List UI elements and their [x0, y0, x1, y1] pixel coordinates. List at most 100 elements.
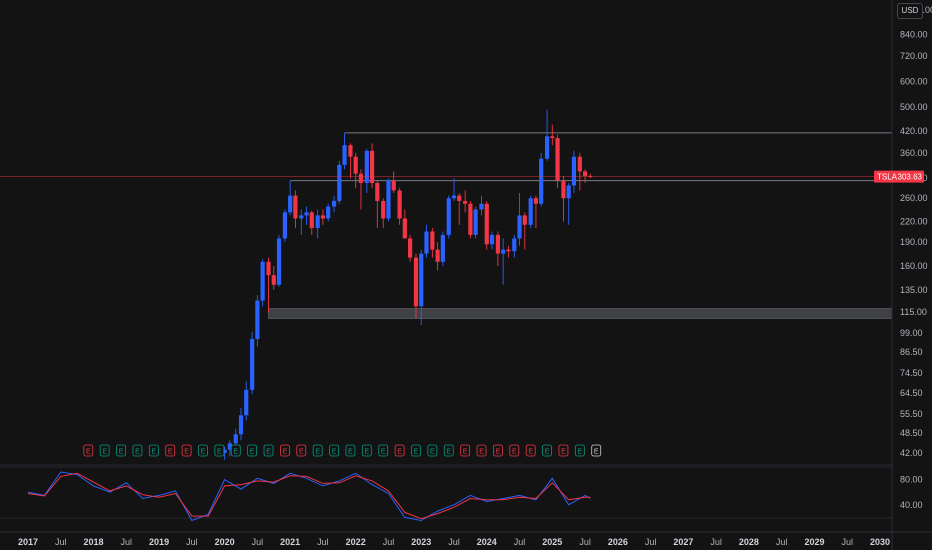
earnings-marker[interactable]: E: [116, 444, 126, 457]
earnings-marker[interactable]: E: [280, 444, 290, 457]
candle[interactable]: [299, 209, 304, 235]
earnings-marker[interactable]: E: [558, 444, 569, 457]
earnings-marker[interactable]: E: [329, 444, 339, 457]
earnings-marker[interactable]: E: [99, 444, 110, 457]
earnings-marker[interactable]: E: [361, 444, 372, 457]
candle[interactable]: [457, 192, 462, 225]
candle[interactable]: [227, 440, 232, 457]
candle[interactable]: [517, 192, 522, 246]
candle[interactable]: [539, 152, 544, 207]
candle[interactable]: [358, 169, 364, 210]
candle[interactable]: [555, 134, 560, 188]
candle[interactable]: [489, 231, 495, 250]
candle[interactable]: [276, 234, 282, 287]
candle[interactable]: [331, 195, 337, 213]
earnings-marker[interactable]: E: [83, 444, 94, 457]
earnings-marker[interactable]: E: [198, 444, 208, 457]
candle[interactable]: [320, 209, 326, 225]
earnings-marker[interactable]: E: [411, 444, 421, 457]
earnings-marker[interactable]: E: [591, 444, 602, 457]
candle[interactable]: [222, 446, 227, 460]
candle[interactable]: [473, 206, 478, 239]
earnings-marker[interactable]: E: [312, 444, 323, 457]
candle[interactable]: [533, 195, 539, 229]
candle[interactable]: [315, 209, 320, 239]
candle[interactable]: [544, 109, 550, 161]
candle[interactable]: [244, 381, 249, 421]
earnings-marker[interactable]: E: [525, 444, 536, 457]
earnings-marker[interactable]: E: [493, 444, 503, 457]
candle[interactable]: [446, 195, 451, 239]
last-price-label[interactable]: TSLA 303.63: [874, 170, 924, 183]
candle[interactable]: [528, 195, 533, 229]
candle[interactable]: [293, 190, 298, 229]
candle[interactable]: [577, 152, 582, 191]
candle[interactable]: [468, 200, 473, 239]
candle[interactable]: [255, 295, 260, 347]
candle[interactable]: [353, 152, 358, 188]
currency-button[interactable]: USD: [897, 3, 923, 19]
stoch-axis[interactable]: 80.00 40.00: [900, 475, 923, 510]
candle[interactable]: [348, 143, 353, 179]
earnings-marker[interactable]: E: [296, 444, 307, 457]
candle[interactable]: [397, 187, 402, 225]
candle[interactable]: [501, 238, 506, 285]
earnings-marker[interactable]: E: [132, 444, 143, 457]
candle[interactable]: [402, 209, 407, 239]
candle[interactable]: [424, 224, 429, 258]
earnings-marker[interactable]: E: [181, 444, 192, 457]
support-zone[interactable]: [268, 308, 893, 319]
earnings-marker[interactable]: E: [509, 444, 520, 457]
earnings-marker[interactable]: E: [476, 444, 487, 457]
candle[interactable]: [407, 234, 413, 262]
earnings-marker[interactable]: E: [542, 444, 552, 457]
time-axis[interactable]: 2017 Jul 2018 Jul 2019 Jul 2020 Jul 2021 Jul 2022 J…: [18, 537, 890, 547]
candle[interactable]: [288, 180, 293, 216]
candle[interactable]: [451, 178, 457, 201]
candle[interactable]: [238, 407, 244, 441]
candle[interactable]: [342, 132, 347, 170]
candle[interactable]: [419, 249, 424, 325]
candle[interactable]: [522, 212, 527, 250]
candle[interactable]: [260, 259, 265, 307]
candle[interactable]: [495, 231, 501, 267]
candle[interactable]: [282, 209, 288, 243]
candle[interactable]: [484, 200, 489, 250]
candle[interactable]: [582, 169, 588, 183]
candle[interactable]: [266, 257, 271, 313]
candle[interactable]: [391, 171, 396, 193]
candle[interactable]: [440, 231, 445, 267]
price-axis[interactable]: 1,000.00840.00720.00600.00500.00420.0036…: [900, 5, 932, 458]
candle[interactable]: [506, 245, 511, 258]
candle[interactable]: [386, 178, 391, 222]
candle[interactable]: [430, 228, 435, 258]
earnings-marker[interactable]: E: [460, 444, 471, 457]
earnings-marker[interactable]: E: [263, 444, 274, 457]
candle[interactable]: [463, 190, 468, 213]
candle[interactable]: [571, 150, 577, 193]
candle[interactable]: [550, 124, 555, 146]
candle[interactable]: [304, 206, 309, 225]
candle[interactable]: [326, 203, 331, 222]
candle[interactable]: [337, 160, 342, 204]
earnings-marker[interactable]: E: [214, 444, 225, 457]
earnings-marker[interactable]: E: [427, 444, 438, 457]
candle[interactable]: [375, 180, 380, 229]
earnings-marker[interactable]: E: [394, 444, 405, 457]
earnings-marker[interactable]: E: [443, 444, 454, 457]
candle[interactable]: [413, 253, 419, 319]
earnings-marker[interactable]: E: [345, 444, 356, 457]
candle[interactable]: [566, 182, 571, 225]
earnings-marker[interactable]: E: [230, 444, 241, 457]
candle[interactable]: [250, 331, 255, 395]
candle[interactable]: [435, 242, 440, 271]
earnings-marker[interactable]: E: [165, 444, 176, 457]
candle[interactable]: [512, 234, 517, 258]
candle[interactable]: [309, 210, 314, 235]
candle[interactable]: [479, 195, 484, 216]
earnings-marker[interactable]: E: [247, 444, 258, 457]
candle[interactable]: [369, 143, 375, 188]
earnings-marker[interactable]: E: [148, 444, 159, 457]
candle[interactable]: [364, 148, 369, 193]
